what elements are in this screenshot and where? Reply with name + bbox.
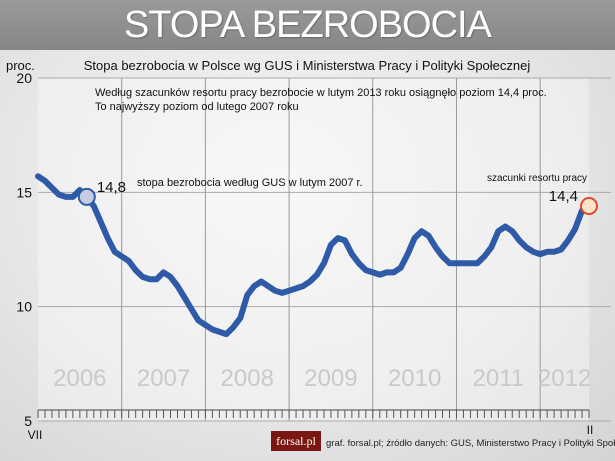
plot-area <box>38 78 589 421</box>
x-start-label: VII <box>28 428 43 442</box>
highlight-value-label: 14,4 <box>549 188 578 205</box>
y-axis-label: proc. <box>6 58 35 73</box>
ministry-estimate-annotation: szacunki resortu pracy <box>487 173 588 184</box>
x-end-label: II <box>587 423 594 437</box>
y-tick-label: 20 <box>16 70 32 86</box>
source-credit: graf. forsal.pl; źródło danych: GUS, Min… <box>326 438 615 449</box>
highlight-point <box>77 187 96 206</box>
year-label: 2007 <box>137 365 190 392</box>
forsal-logo: forsal.pl <box>271 431 321 451</box>
highlight-value-label: 14,8 <box>97 179 126 196</box>
feb2007-annotation: stopa bezrobocia według GUS w lutym 2007… <box>137 177 363 189</box>
y-tick-label: 10 <box>16 299 32 315</box>
year-label: 2008 <box>221 365 274 392</box>
unemployment-series-line <box>35 173 592 338</box>
year-label: 2006 <box>53 365 106 392</box>
note-line-2: To najwyższy poziom od lutego 2007 roku <box>95 101 299 113</box>
year-label: 2009 <box>304 365 357 392</box>
year-label: 2011 <box>473 365 525 392</box>
highlight-point <box>580 197 598 216</box>
y-tick-label: 15 <box>16 184 32 200</box>
year-label: 2012 <box>538 365 591 392</box>
y-tick-label: 5 <box>24 413 32 429</box>
banner: STOPA BEZROBOCIA <box>0 0 615 50</box>
note-line-1: Według szacunków resortu pracy bezroboci… <box>95 87 547 99</box>
year-label: 2010 <box>388 365 441 392</box>
chart-title: Stopa bezrobocia w Polsce wg GUS i Minis… <box>84 58 531 73</box>
banner-title: STOPA BEZROBOCIA <box>124 4 492 46</box>
